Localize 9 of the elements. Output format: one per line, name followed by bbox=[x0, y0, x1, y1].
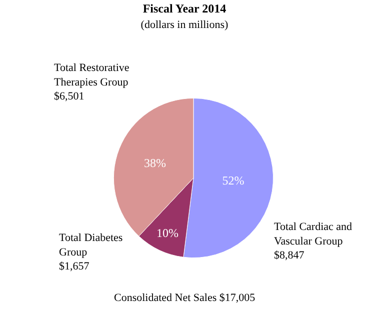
data-label: 38% bbox=[144, 156, 166, 170]
slice-label: Total Cardiac and Vascular Group $8,847 bbox=[274, 221, 353, 262]
data-label: 10% bbox=[156, 226, 179, 240]
slice-label: Total Restorative Therapies Group $6,501 bbox=[54, 62, 130, 103]
slice-label: Total Diabetes Group $1,657 bbox=[59, 232, 123, 273]
chart-subtitle: (dollars in millions) bbox=[140, 19, 229, 32]
chart-title: Fiscal Year 2014 bbox=[142, 2, 226, 16]
text: Consolidated Net Sales $17,005 bbox=[114, 292, 256, 304]
data-label: 52% bbox=[222, 174, 244, 188]
